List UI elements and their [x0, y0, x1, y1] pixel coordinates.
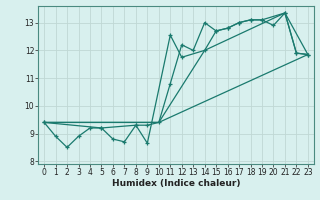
X-axis label: Humidex (Indice chaleur): Humidex (Indice chaleur): [112, 179, 240, 188]
